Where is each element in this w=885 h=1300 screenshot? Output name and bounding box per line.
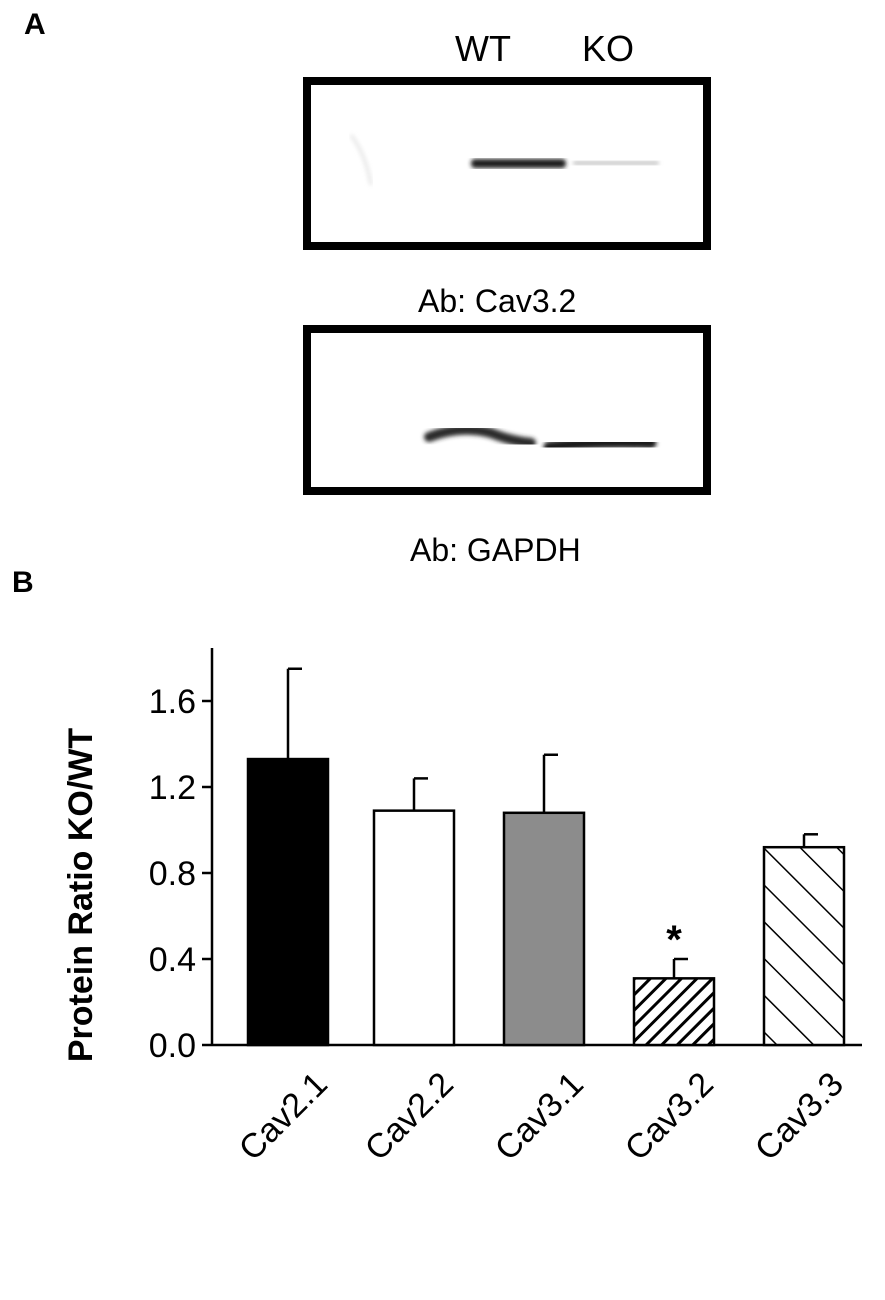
band-ko-cav32 [573, 161, 659, 165]
bar-cav2-1 [246, 757, 330, 1047]
y-tick-label: 0.4 [149, 941, 196, 979]
bar-cav3-3 [762, 845, 846, 1047]
blot-cav32-bands [349, 134, 659, 186]
x-tick-label: Cav2.1 [232, 1065, 335, 1168]
y-tick-label: 0.8 [149, 855, 196, 893]
blot-smudge [349, 134, 373, 186]
blot2-antibody-label: Ab: GAPDH [410, 532, 581, 568]
x-tick-label: Cav3.1 [488, 1065, 591, 1168]
x-tick-label: Cav3.3 [748, 1065, 851, 1168]
y-tick-label: 1.2 [149, 769, 196, 807]
y-tick-label: 1.6 [149, 683, 196, 721]
blot-gapdh-bands [424, 424, 657, 453]
band-wt-gapdh [424, 424, 536, 448]
bar-cav2-2 [372, 809, 456, 1047]
blot1-antibody-label: Ab: Cav3.2 [418, 283, 577, 319]
panel-a-label: A [24, 8, 46, 41]
lane-label-wt: WT [455, 28, 511, 69]
x-tick-label: Cav2.2 [358, 1065, 461, 1168]
x-tick-label: Cav3.2 [618, 1065, 721, 1168]
panel-b-label: B [12, 566, 34, 599]
bar-cav3-2 [632, 977, 716, 1047]
bar-chart: 0.0 0.4 0.8 1.2 1.6 Cav2.1 Cav2.2 Cav3.1 Cav3.2 *… [62, 648, 862, 1168]
band-wt-cav32 [471, 159, 566, 168]
western-blot-gapdh [303, 325, 711, 495]
y-tick-label: 0.0 [149, 1027, 196, 1065]
western-blot-cav32 [303, 77, 711, 250]
lane-label-ko: KO [582, 28, 635, 69]
band-ko-gapdh [543, 437, 657, 453]
significance-asterisk: * [666, 918, 682, 962]
bar-cav3-1 [502, 811, 586, 1047]
y-axis-label: Protein Ratio KO/WT [62, 728, 100, 1063]
